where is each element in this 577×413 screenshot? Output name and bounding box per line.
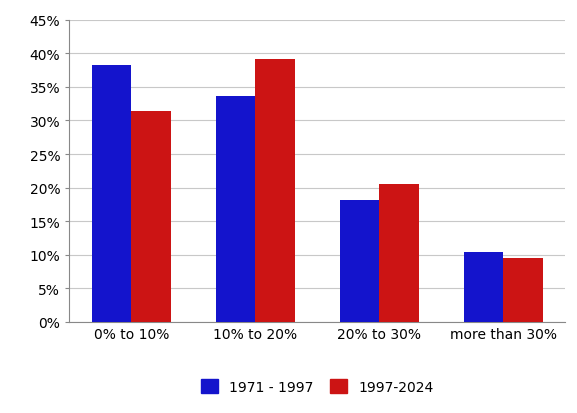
Legend: 1971 - 1997, 1997-2024: 1971 - 1997, 1997-2024 [196, 374, 439, 400]
Bar [132, 112, 171, 322]
Bar [463, 252, 503, 322]
Bar [379, 184, 419, 322]
Bar [340, 201, 379, 322]
Bar [92, 66, 132, 322]
Bar [503, 259, 543, 322]
Bar [256, 59, 295, 322]
Bar [216, 96, 256, 322]
